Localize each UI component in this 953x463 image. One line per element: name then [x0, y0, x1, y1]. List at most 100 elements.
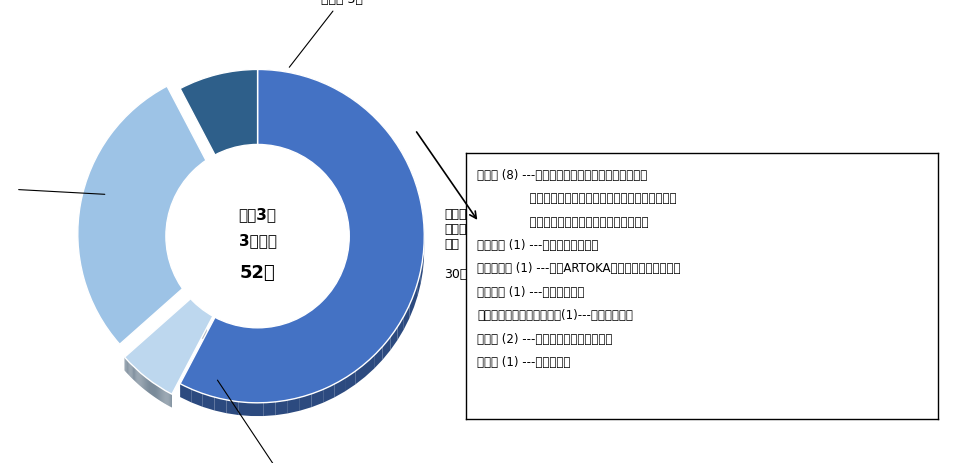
Polygon shape [331, 286, 335, 305]
Polygon shape [284, 149, 291, 164]
Polygon shape [394, 141, 400, 164]
Polygon shape [149, 380, 150, 394]
Polygon shape [169, 393, 170, 407]
Polygon shape [152, 382, 153, 397]
Polygon shape [350, 98, 360, 119]
Polygon shape [343, 261, 345, 281]
Polygon shape [153, 383, 154, 397]
Text: 医療・福祉 (1) ---未来ARTOKAレディースクリニック: 医療・福祉 (1) ---未来ARTOKAレディースクリニック [476, 263, 680, 275]
Text: 不動産業 (1) ---イーピーエス: 不動産業 (1) ---イーピーエス [476, 286, 584, 299]
Wedge shape [180, 69, 257, 236]
Polygon shape [288, 397, 299, 413]
Polygon shape [382, 337, 390, 360]
Polygon shape [378, 122, 387, 144]
Text: 日本メナード化粧品、スズキ、本田技研工業、: 日本メナード化粧品、スズキ、本田技研工業、 [476, 192, 676, 205]
Polygon shape [257, 69, 270, 83]
Wedge shape [78, 86, 244, 344]
Polygon shape [417, 270, 420, 295]
Polygon shape [294, 74, 306, 90]
Wedge shape [125, 247, 249, 394]
Polygon shape [157, 385, 158, 400]
Polygon shape [277, 147, 284, 162]
Polygon shape [345, 371, 355, 391]
Polygon shape [370, 113, 378, 135]
Polygon shape [170, 393, 171, 407]
Polygon shape [274, 325, 280, 340]
Text: タウンズ、パウダーフーズフォレスト: タウンズ、パウダーフーズフォレスト [476, 216, 648, 229]
Polygon shape [144, 376, 145, 390]
Polygon shape [150, 381, 151, 394]
Polygon shape [163, 389, 164, 403]
Polygon shape [251, 403, 263, 416]
Polygon shape [145, 377, 146, 391]
Polygon shape [214, 317, 221, 333]
Polygon shape [390, 327, 397, 350]
Polygon shape [270, 70, 282, 85]
Polygon shape [159, 387, 160, 401]
Polygon shape [168, 392, 169, 406]
Polygon shape [165, 391, 167, 405]
Polygon shape [311, 306, 316, 324]
Polygon shape [321, 297, 326, 315]
Polygon shape [287, 320, 294, 336]
Polygon shape [406, 162, 412, 187]
Polygon shape [309, 160, 314, 177]
Polygon shape [296, 153, 303, 170]
Wedge shape [180, 69, 424, 403]
Polygon shape [312, 389, 323, 407]
Polygon shape [160, 388, 161, 401]
Polygon shape [260, 327, 267, 341]
Polygon shape [271, 145, 277, 160]
Polygon shape [148, 379, 149, 393]
Polygon shape [419, 197, 421, 222]
Polygon shape [158, 386, 159, 400]
Text: 電気・ガス・熱共有・水道(1)---東邦液化ガス: 電気・ガス・熱共有・水道(1)---東邦液化ガス [476, 309, 633, 322]
Polygon shape [422, 245, 423, 271]
Polygon shape [421, 209, 423, 234]
Polygon shape [329, 178, 333, 197]
Text: その他 3名: その他 3名 [289, 0, 362, 67]
Polygon shape [154, 384, 156, 398]
Polygon shape [291, 150, 296, 167]
Polygon shape [162, 389, 163, 403]
Polygon shape [374, 346, 382, 369]
Polygon shape [147, 378, 148, 392]
Polygon shape [305, 310, 311, 327]
Polygon shape [275, 400, 288, 415]
Polygon shape [344, 208, 346, 228]
Wedge shape [180, 69, 424, 403]
Polygon shape [240, 326, 247, 341]
Polygon shape [345, 255, 347, 275]
Polygon shape [226, 400, 238, 415]
Polygon shape [387, 131, 394, 154]
Polygon shape [267, 326, 274, 341]
Polygon shape [264, 145, 271, 159]
Text: 他大学大学院
進学 4名: 他大学大学院 進学 4名 [217, 380, 311, 463]
Polygon shape [161, 388, 162, 402]
Polygon shape [151, 381, 152, 395]
Circle shape [166, 144, 349, 328]
Polygon shape [299, 394, 312, 411]
Polygon shape [314, 164, 319, 182]
Text: 情報通信 (1) ---日本紙パルプ商事: 情報通信 (1) ---日本紙パルプ商事 [476, 239, 598, 252]
Wedge shape [125, 247, 249, 394]
Polygon shape [306, 77, 317, 94]
Text: 3月卒業: 3月卒業 [238, 234, 276, 249]
Polygon shape [323, 384, 334, 403]
Polygon shape [337, 274, 340, 294]
Polygon shape [167, 391, 168, 405]
Polygon shape [282, 71, 294, 87]
Text: 公務員 (2) ---国立印刷局、長野県警察: 公務員 (2) ---国立印刷局、長野県警察 [476, 333, 612, 346]
Polygon shape [355, 363, 365, 384]
Polygon shape [397, 316, 403, 340]
Polygon shape [171, 394, 172, 407]
Polygon shape [329, 86, 339, 105]
Polygon shape [280, 323, 287, 338]
Polygon shape [317, 81, 329, 99]
Polygon shape [340, 268, 343, 288]
Polygon shape [336, 189, 339, 209]
Polygon shape [299, 314, 305, 331]
Polygon shape [233, 325, 240, 339]
Polygon shape [414, 282, 417, 307]
Polygon shape [412, 173, 416, 198]
